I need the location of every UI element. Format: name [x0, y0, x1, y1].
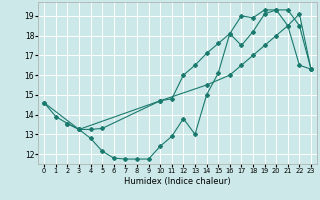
X-axis label: Humidex (Indice chaleur): Humidex (Indice chaleur) — [124, 177, 231, 186]
